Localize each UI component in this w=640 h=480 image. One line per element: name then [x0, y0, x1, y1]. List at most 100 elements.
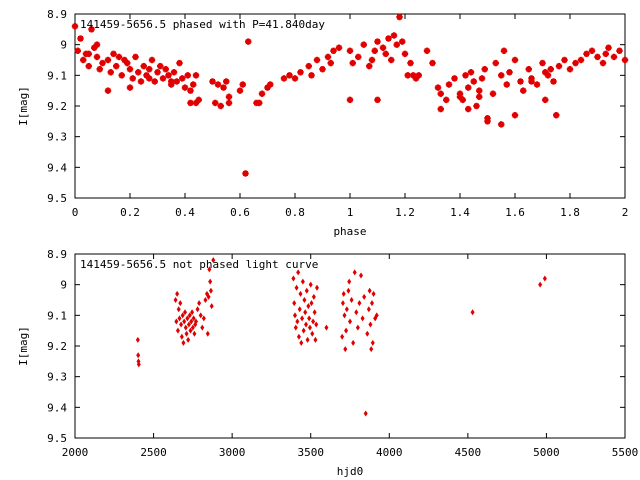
data-point: [183, 309, 187, 316]
data-point: [220, 84, 227, 91]
data-point: [456, 93, 464, 100]
x-tick-label: 5500: [612, 446, 639, 459]
data-point: [165, 72, 172, 79]
data-point: [369, 346, 374, 353]
data-point: [363, 410, 368, 417]
axis-ticks: 0 0.2 0.4 0.6 0.8 1 1.2 1.4 1.6 1.8 2 8.9 9 9.1 9.2 9.3…: [47, 8, 628, 219]
x-axis-label: phase: [333, 225, 366, 238]
data-point: [80, 56, 87, 64]
data-point: [489, 90, 497, 97]
data-point: [473, 102, 480, 110]
data-point: [503, 81, 510, 88]
data-point: [550, 78, 557, 85]
data-point: [492, 59, 499, 67]
data-point: [140, 62, 147, 70]
data-point: [539, 59, 546, 67]
data-point: [209, 78, 216, 85]
y-axis-label: I[mag]: [17, 326, 30, 366]
data-point: [401, 50, 409, 58]
data-point: [511, 112, 519, 119]
data-point: [308, 281, 313, 288]
data-point: [390, 32, 398, 39]
x-axis-label: hjd0: [337, 465, 364, 478]
data-point: [303, 309, 308, 316]
data-point: [561, 56, 568, 64]
data-point: [553, 112, 560, 119]
data-point: [393, 41, 400, 48]
data-point: [187, 99, 194, 107]
data-point: [211, 257, 216, 264]
data-point: [181, 84, 189, 91]
data-point: [555, 62, 563, 70]
data-point: [291, 275, 296, 282]
phased-light-curve-chart: 0 0.2 0.4 0.6 0.8 1 1.2 1.4 1.6 1.8 2 8.9 9 9.1 9.2 9.3…: [17, 8, 628, 238]
data-point: [182, 318, 187, 325]
data-point: [198, 312, 203, 319]
data-point: [129, 75, 136, 82]
data-point: [470, 309, 475, 316]
data-point: [179, 333, 184, 340]
data-point: [362, 293, 367, 300]
data-point: [423, 47, 431, 54]
data-point: [577, 56, 585, 64]
y-axis-label: I[mag]: [17, 86, 30, 126]
data-point: [583, 50, 590, 58]
data-point: [355, 324, 360, 331]
data-point: [267, 81, 274, 88]
data-point: [177, 315, 182, 322]
data-point: [379, 44, 387, 51]
data-point: [168, 78, 175, 85]
data-point: [429, 59, 436, 67]
data-point: [121, 56, 128, 64]
data-point: [371, 47, 378, 54]
data-point: [136, 352, 141, 359]
data-points: [71, 13, 629, 177]
data-point: [178, 300, 183, 307]
x-tick-label: 5000: [533, 446, 560, 459]
data-point: [181, 339, 186, 346]
data-point: [599, 59, 607, 67]
data-point: [305, 62, 312, 70]
data-point: [184, 72, 191, 79]
data-point: [351, 339, 356, 346]
data-point: [346, 47, 354, 54]
data-point: [313, 336, 318, 343]
data-point: [180, 312, 185, 319]
data-point: [293, 324, 298, 331]
data-point: [107, 69, 114, 76]
data-point: [212, 99, 219, 107]
data-point: [183, 324, 188, 331]
data-point: [176, 306, 181, 313]
data-point: [74, 47, 81, 54]
axis-ticks: 2000 2500 3000 3500 4000 4500 5000 5500 8.9 9 9.1 9…: [47, 248, 638, 459]
data-point: [294, 284, 299, 291]
data-point: [341, 290, 346, 297]
x-tick-label: 2: [622, 206, 629, 219]
data-points: [135, 257, 547, 417]
data-point: [459, 96, 466, 104]
data-point: [382, 50, 389, 58]
data-point: [91, 44, 98, 51]
data-point: [175, 290, 180, 297]
data-point: [126, 66, 134, 73]
data-point: [137, 78, 145, 85]
data-point: [385, 35, 392, 42]
data-point: [342, 312, 347, 319]
data-point: [93, 41, 101, 48]
data-point: [484, 118, 491, 125]
y-tick-label: 9.2: [47, 100, 67, 113]
data-point: [195, 96, 202, 104]
chart-title: 141459-5656.5 phased with P=41.840day: [80, 18, 325, 31]
data-point: [176, 59, 183, 67]
data-point: [146, 66, 153, 73]
data-point: [298, 290, 303, 297]
data-point: [200, 324, 205, 331]
data-point: [544, 72, 552, 79]
data-point: [173, 297, 178, 303]
data-point: [542, 69, 549, 76]
x-tick-label: 2000: [62, 446, 89, 459]
data-point: [170, 69, 178, 76]
y-tick-label: 8.9: [47, 248, 67, 261]
data-point: [186, 336, 191, 343]
data-point: [616, 47, 623, 54]
